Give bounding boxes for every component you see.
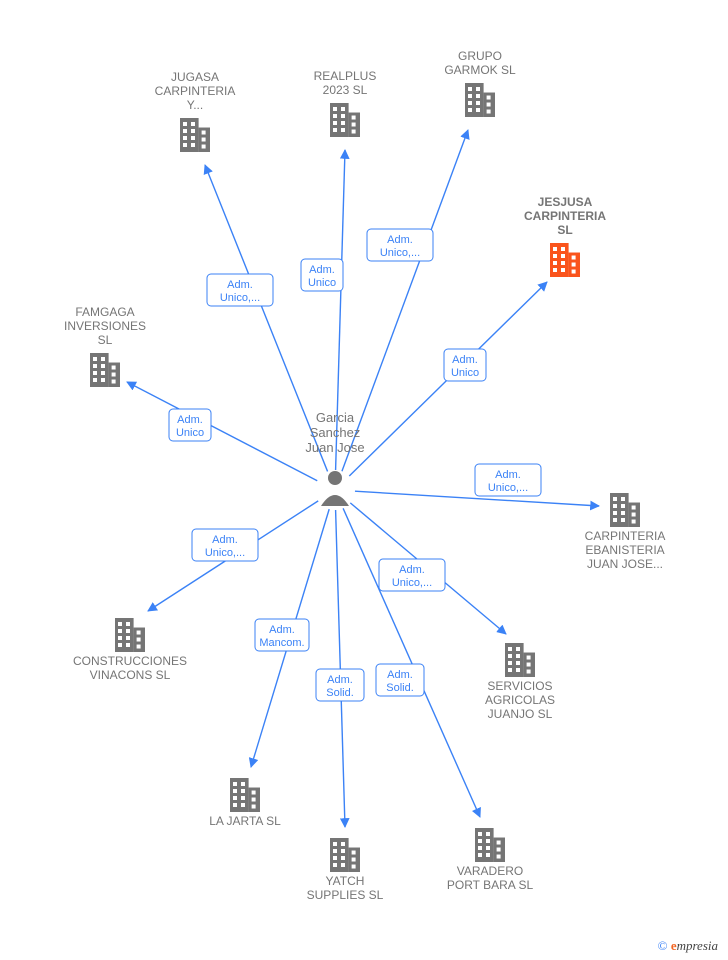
svg-text:Adm.: Adm.: [399, 564, 425, 576]
company-label: 2023 SL: [323, 83, 368, 97]
company-label: VARADERO: [457, 864, 523, 878]
svg-text:Mancom.: Mancom.: [259, 637, 304, 649]
company-node-jugasa[interactable]: [180, 118, 210, 152]
company-label: EBANISTERIA: [585, 543, 664, 557]
svg-text:Adm.: Adm.: [327, 674, 353, 686]
svg-text:Adm.: Adm.: [177, 414, 203, 426]
company-label: SL: [98, 333, 113, 347]
svg-text:Adm.: Adm.: [495, 469, 521, 481]
brand-rest: mpresia: [677, 938, 718, 953]
svg-text:Adm.: Adm.: [452, 354, 478, 366]
svg-text:Solid.: Solid.: [326, 687, 354, 699]
company-label: SERVICIOS: [487, 679, 552, 693]
svg-text:Unico,...: Unico,...: [380, 247, 420, 259]
person-label: Garcia: [316, 410, 355, 425]
company-label: AGRICOLAS: [485, 693, 555, 707]
company-label: GARMOK SL: [444, 63, 516, 77]
person-node[interactable]: [321, 471, 349, 506]
svg-text:Adm.: Adm.: [309, 264, 335, 276]
svg-text:Solid.: Solid.: [386, 682, 414, 694]
company-label: REALPLUS: [314, 69, 377, 83]
company-label: LA JARTA SL: [209, 814, 281, 828]
company-label: FAMGAGA: [75, 305, 134, 319]
company-node-yatch[interactable]: [330, 838, 360, 872]
svg-text:Unico,...: Unico,...: [205, 547, 245, 559]
svg-text:Unico: Unico: [308, 277, 336, 289]
company-node-varadero[interactable]: [475, 828, 505, 862]
person-label: Juan Jose: [305, 440, 364, 455]
company-label: CARPINTERIA: [585, 529, 666, 543]
company-label: GRUPO: [458, 49, 502, 63]
svg-text:Unico,...: Unico,...: [220, 292, 260, 304]
company-label: JUANJO SL: [488, 707, 553, 721]
svg-text:Unico,...: Unico,...: [392, 577, 432, 589]
company-label: PORT BARA SL: [447, 878, 534, 892]
company-node-carpebani[interactable]: [610, 493, 640, 527]
company-label: SL: [557, 223, 572, 237]
company-label: JUGASA: [171, 70, 219, 84]
company-node-servagri[interactable]: [505, 643, 535, 677]
company-label: YATCH: [326, 874, 365, 888]
company-label: VINACONS SL: [90, 668, 171, 682]
company-label: CONSTRUCCIONES: [73, 654, 187, 668]
company-label: CARPINTERIA: [524, 209, 606, 223]
person-label: Sanchez: [310, 425, 361, 440]
company-node-jesjusa[interactable]: [550, 243, 580, 277]
company-node-vinacons[interactable]: [115, 618, 145, 652]
company-label: SUPPLIES SL: [307, 888, 384, 902]
company-label: CARPINTERIA: [155, 84, 236, 98]
svg-text:Unico: Unico: [451, 367, 479, 379]
company-label: JUAN JOSE...: [587, 557, 663, 571]
footer-credit: © empresia: [658, 938, 718, 954]
company-label: INVERSIONES: [64, 319, 146, 333]
company-node-garmok[interactable]: [465, 83, 495, 117]
svg-text:Adm.: Adm.: [387, 234, 413, 246]
company-node-famgaga[interactable]: [90, 353, 120, 387]
svg-text:Adm.: Adm.: [269, 624, 295, 636]
copyright-symbol: ©: [658, 938, 668, 953]
svg-text:Adm.: Adm.: [387, 669, 413, 681]
company-label: JESJUSA: [538, 195, 593, 209]
svg-text:Adm.: Adm.: [212, 534, 238, 546]
svg-text:Unico,...: Unico,...: [488, 482, 528, 494]
svg-text:Unico: Unico: [176, 427, 204, 439]
svg-text:Adm.: Adm.: [227, 279, 253, 291]
company-label: Y...: [187, 98, 203, 112]
network-diagram: Adm.Unico,...Adm.UnicoAdm.Unico,...Adm.U…: [0, 0, 728, 960]
company-node-realplus[interactable]: [330, 103, 360, 137]
company-node-lajarta[interactable]: [230, 778, 260, 812]
